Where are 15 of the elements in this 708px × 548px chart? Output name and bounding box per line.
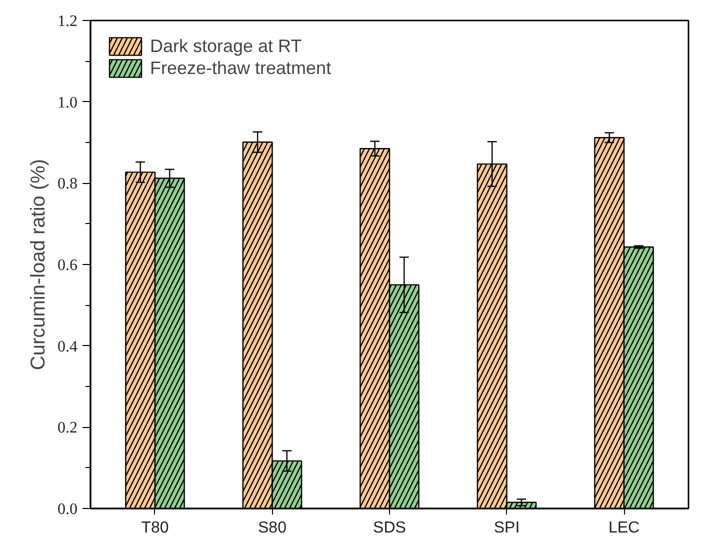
y-tick-label: 0.2 (58, 420, 78, 437)
y-tick-label: 0.4 (58, 338, 78, 356)
y-tick-label: 0.6 (58, 257, 78, 274)
x-tick-label: SPI (494, 520, 520, 536)
x-tick-label: T80 (141, 520, 169, 536)
legend-label: Dark storage at RT (150, 36, 302, 56)
x-tick-label: S80 (258, 520, 287, 536)
legend-label: Freeze-thaw treatment (150, 58, 332, 78)
y-tick-label: 1.2 (58, 13, 78, 30)
x-tick-label: LEC (608, 520, 640, 536)
y-axis-title: Curcumin-load ratio (%) (28, 158, 50, 370)
y-tick-label: 0.0 (58, 501, 78, 518)
x-tick-label: SDS (373, 520, 406, 536)
y-tick-label: 1.0 (58, 94, 78, 112)
y-tick-label: 0.8 (58, 176, 78, 193)
